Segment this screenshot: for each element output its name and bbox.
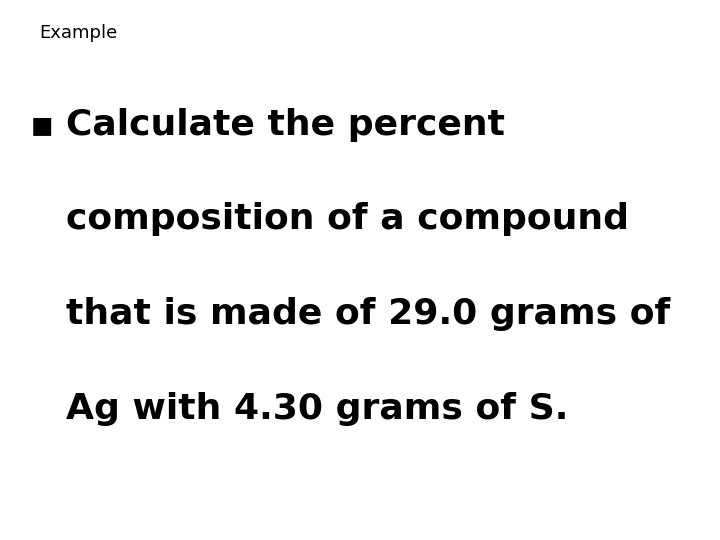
Text: Example: Example: [40, 24, 118, 42]
Text: that is made of 29.0 grams of: that is made of 29.0 grams of: [66, 297, 670, 331]
Text: Calculate the percent: Calculate the percent: [66, 108, 505, 142]
Text: composition of a compound: composition of a compound: [66, 202, 629, 237]
Text: Ag with 4.30 grams of S.: Ag with 4.30 grams of S.: [66, 392, 569, 426]
Text: ▪: ▪: [30, 108, 55, 142]
